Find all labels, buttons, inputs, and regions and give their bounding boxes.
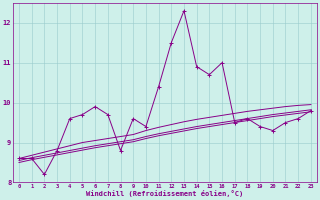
- X-axis label: Windchill (Refroidissement éolien,°C): Windchill (Refroidissement éolien,°C): [86, 190, 244, 197]
